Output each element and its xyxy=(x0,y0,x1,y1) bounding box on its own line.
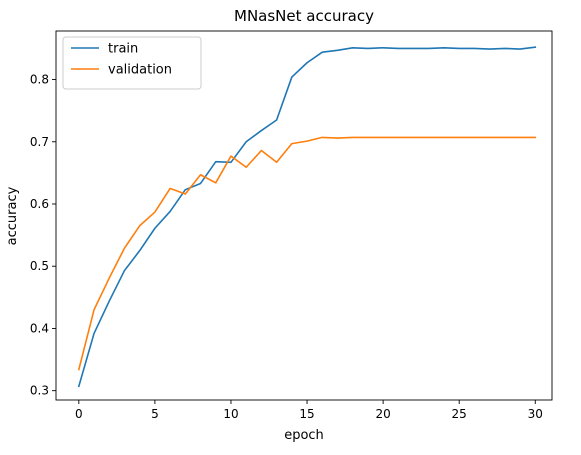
y-tick-label: 0.5 xyxy=(30,259,49,273)
axes-frame xyxy=(55,30,553,401)
legend: train validation xyxy=(62,36,202,90)
y-tick-label: 0.8 xyxy=(30,73,49,87)
x-tick-label: 0 xyxy=(75,407,83,421)
y-axis-label: accuracy xyxy=(5,186,20,245)
x-tick-label: 30 xyxy=(528,407,543,421)
y-tick-label: 0.3 xyxy=(30,384,49,398)
y-tick-label: 0.7 xyxy=(30,135,49,149)
x-tick-label: 20 xyxy=(375,407,390,421)
x-tick-label: 10 xyxy=(223,407,238,421)
plot-area: 0 5 10 15 20 25 30 0.3 0.4 0.5 0.6 0.7 0.8 xyxy=(30,30,553,421)
series-line-train xyxy=(77,46,537,388)
legend-label-train: train xyxy=(108,42,138,57)
chart-title: MNasNet accuracy xyxy=(234,7,374,25)
x-axis-label: epoch xyxy=(284,428,324,443)
x-tick-label: 25 xyxy=(452,407,467,421)
y-tick-label: 0.4 xyxy=(30,321,49,335)
x-tick-label: 5 xyxy=(151,407,159,421)
y-tick-label: 0.6 xyxy=(30,197,49,211)
legend-label-validation: validation xyxy=(108,63,172,78)
series-line-validation xyxy=(77,136,537,371)
x-tick-label: 15 xyxy=(299,407,314,421)
legend-box xyxy=(62,36,202,90)
